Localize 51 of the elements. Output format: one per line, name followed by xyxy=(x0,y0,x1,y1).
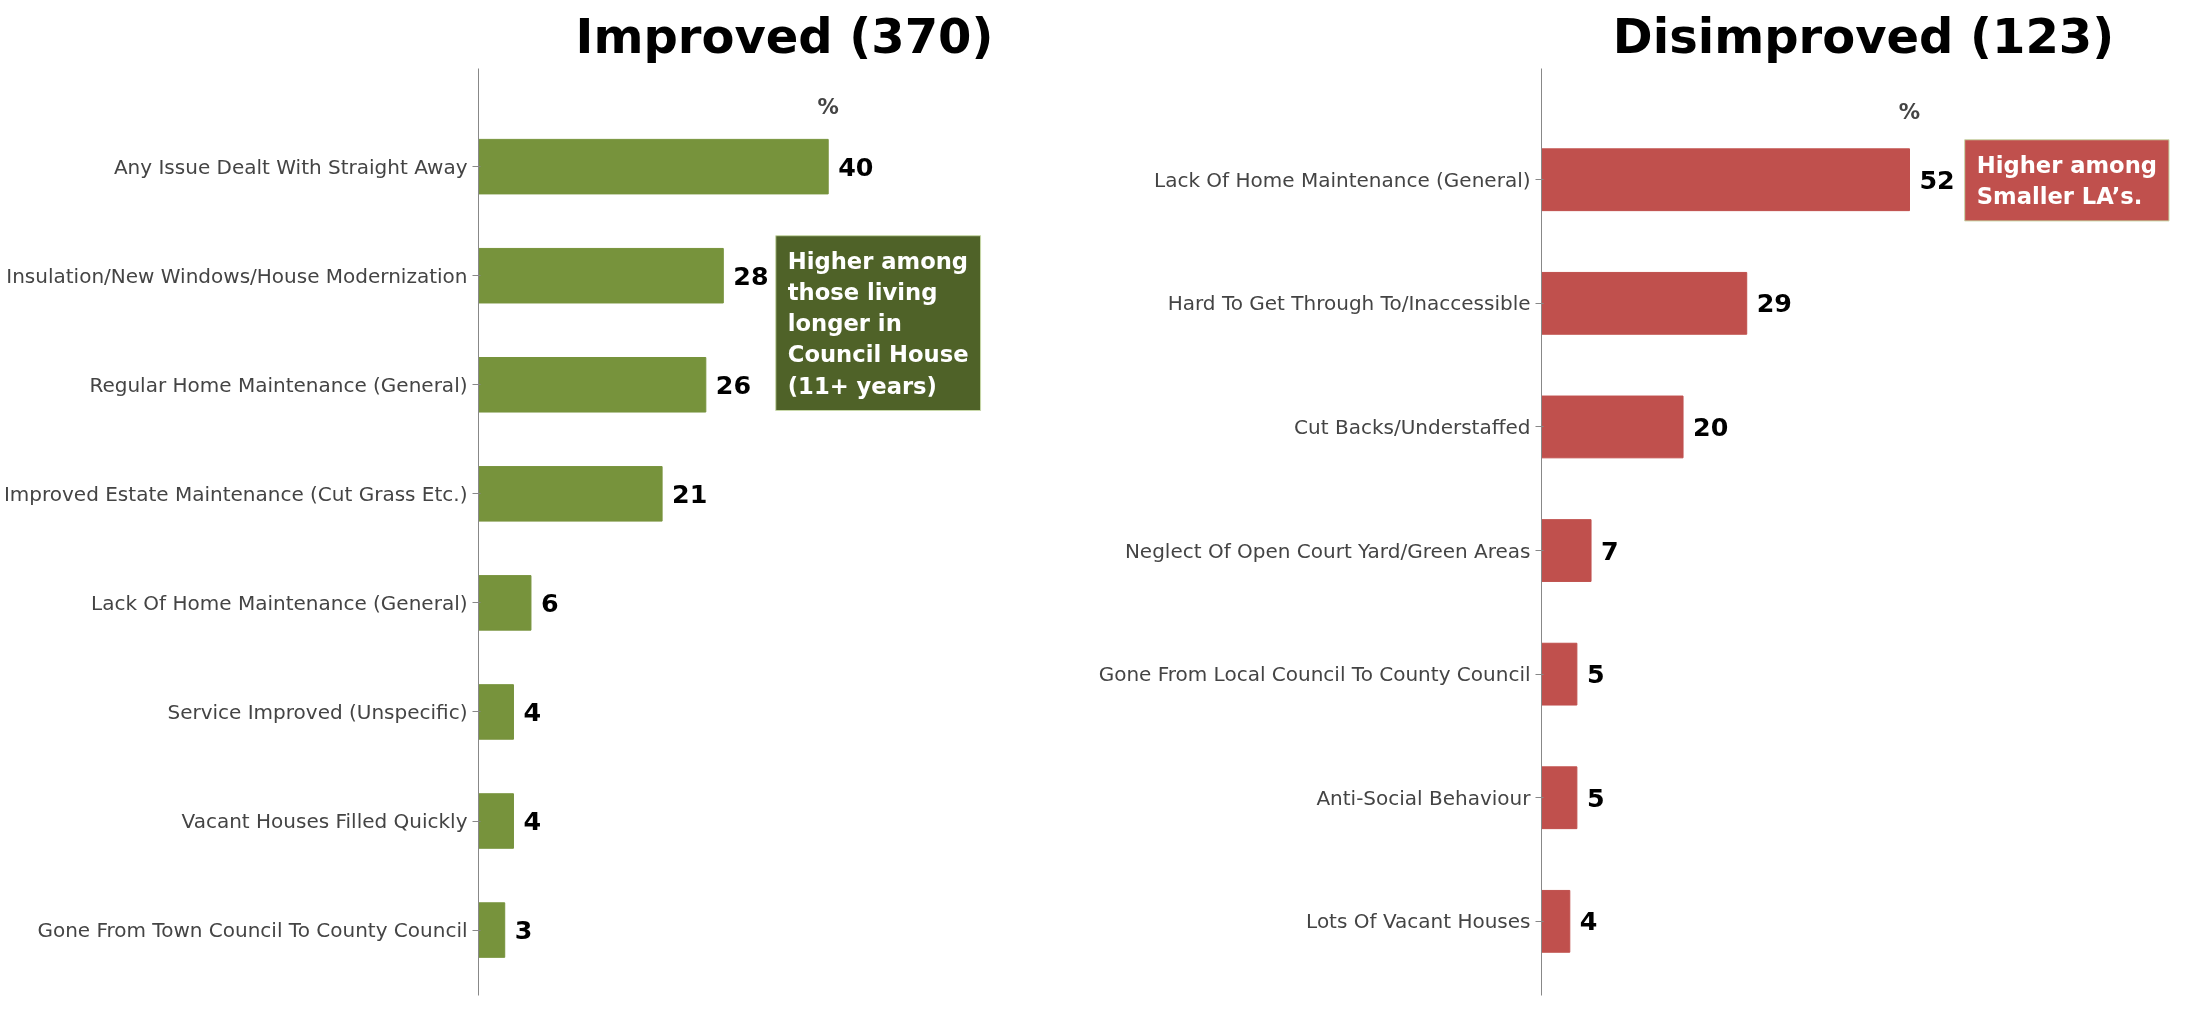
data-label: 28 xyxy=(733,260,769,291)
data-label: 7 xyxy=(1601,535,1619,566)
data-label: 3 xyxy=(514,915,533,946)
bar xyxy=(478,902,506,958)
bar xyxy=(1541,519,1592,582)
y-tick-label: Neglect Of Open Court Yard/Green Areas xyxy=(1124,538,1531,563)
y-tick-label: Improved Estate Maintenance (Cut Grass Etc.) xyxy=(3,481,468,506)
y-tick-label: Lack Of Home Maintenance (General) xyxy=(91,590,468,615)
x-axis-title: % xyxy=(817,94,839,120)
y-tick-label: Anti-Social Behaviour xyxy=(1316,785,1532,810)
bar xyxy=(1541,395,1684,459)
data-label: 40 xyxy=(838,151,874,182)
y-tick-label: Gone From Local Council To County Council xyxy=(1098,662,1531,687)
bar xyxy=(478,247,724,304)
data-label: 26 xyxy=(715,369,752,400)
y-tick-label: Lots Of Vacant Houses xyxy=(1306,909,1531,934)
data-label: 4 xyxy=(1579,906,1598,937)
bar xyxy=(478,793,514,849)
bar xyxy=(478,357,707,413)
data-label: 5 xyxy=(1586,782,1605,813)
bar xyxy=(1541,766,1578,830)
bar xyxy=(478,575,532,631)
data-label: 4 xyxy=(523,806,542,837)
data-label: 20 xyxy=(1693,411,1729,442)
y-tick-label: Lack Of Home Maintenance (General) xyxy=(1154,167,1531,192)
data-label: 21 xyxy=(672,478,708,509)
y-tick-label: Regular Home Maintenance (General) xyxy=(89,372,468,397)
annotation: Higher among Smaller LA’s. xyxy=(1976,151,2158,209)
annotation: Higher among those living longer in Council House (11+ years) xyxy=(787,247,969,399)
data-label: 29 xyxy=(1756,288,1792,319)
y-tick-label: Service Improved (Unspecific) xyxy=(167,699,468,724)
bar xyxy=(1541,642,1578,706)
x-axis-title: % xyxy=(1898,99,1921,125)
bar xyxy=(1541,889,1571,953)
data-label: 6 xyxy=(540,587,559,618)
y-tick-label: Insulation/New Windows/House Modernization xyxy=(6,263,468,288)
y-tick-label: Gone From Town Council To County Council xyxy=(37,918,468,943)
data-label: 5 xyxy=(1586,659,1605,690)
chart-title: Disimproved (123) xyxy=(1612,7,2115,64)
bar xyxy=(478,466,663,522)
bar xyxy=(478,684,514,740)
y-tick-label: Any Issue Dealt With Straight Away xyxy=(113,154,468,179)
bar xyxy=(1541,148,1910,212)
bar xyxy=(478,138,829,195)
y-tick-label: Hard To Get Through To/Inaccessible xyxy=(1167,291,1531,316)
chart-title: Improved (370) xyxy=(575,7,994,64)
bar xyxy=(1541,271,1748,335)
data-label: 52 xyxy=(1919,164,1955,195)
data-label: 4 xyxy=(523,696,542,727)
y-tick-label: Cut Backs/Understaffed xyxy=(1294,414,1531,439)
y-tick-label: Vacant Houses Filled Quickly xyxy=(181,809,468,834)
